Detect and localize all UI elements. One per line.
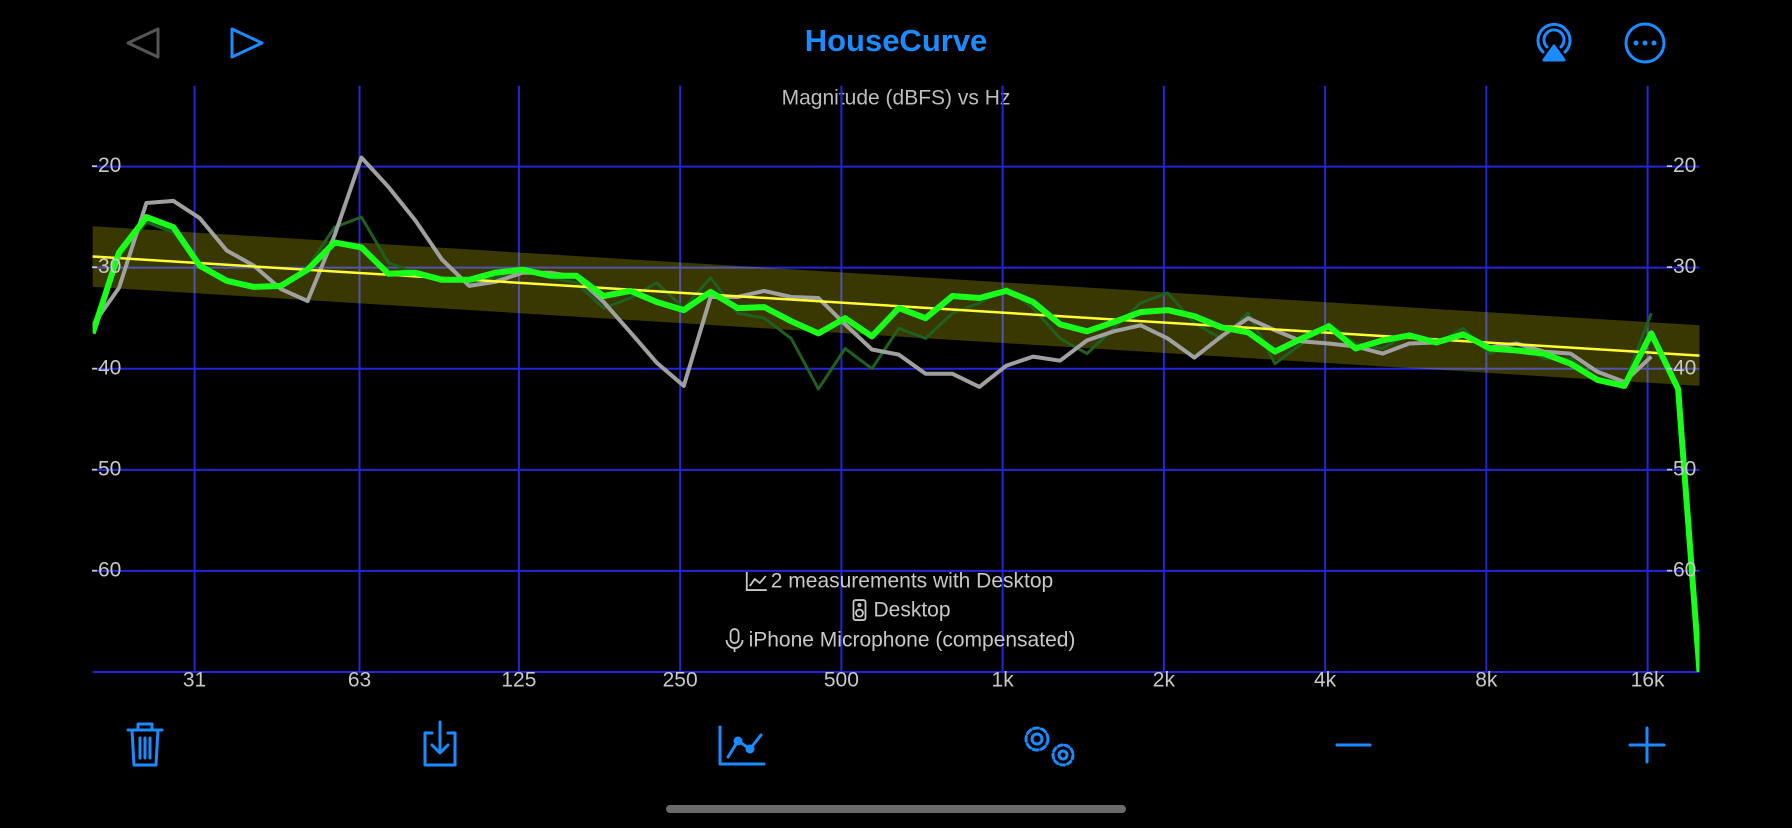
- y-tick-label: -40: [1666, 356, 1696, 379]
- info-speaker: Desktop: [873, 599, 950, 622]
- x-tick-label: 16k: [1631, 669, 1665, 692]
- x-tick-label: 125: [501, 669, 536, 692]
- y-tick-label: -50: [1666, 457, 1696, 480]
- x-tick-label: 63: [348, 669, 371, 692]
- info-measurements: 2 measurements with Desktop: [771, 570, 1053, 593]
- app-title: HouseCurve: [805, 23, 988, 58]
- airplay-button[interactable]: [1536, 22, 1572, 62]
- speaker-icon: [852, 599, 867, 621]
- chart-title: Magnitude (dBFS) vs Hz: [782, 87, 1011, 110]
- measurement-curve: [92, 155, 1653, 389]
- icon-part: [857, 602, 862, 608]
- y-tick-label: -20: [91, 154, 121, 177]
- y-tick-label: -30: [1666, 255, 1696, 278]
- back-button[interactable]: [126, 27, 160, 59]
- measurements-button[interactable]: [718, 725, 766, 766]
- measurement-curve: [92, 215, 1653, 391]
- microphone-icon: [725, 628, 744, 653]
- y-tick-label: -60: [91, 558, 121, 581]
- x-tick-label: 31: [183, 669, 206, 692]
- x-tick-label: 4k: [1314, 669, 1337, 692]
- chart-icon: [745, 572, 767, 591]
- delete-button[interactable]: [126, 722, 164, 767]
- plot: -20 -20 -30 -30 -40 -40 -50 -50 -60 -60 31 63 125 250…: [91, 85, 1700, 692]
- zoom-in-button[interactable]: [1628, 726, 1666, 764]
- x-tick-label: 1k: [992, 669, 1015, 692]
- y-tick-label: -40: [91, 356, 121, 379]
- y-tick-label: -50: [91, 457, 121, 480]
- info-microphone: iPhone Microphone (compensated): [749, 629, 1076, 652]
- x-tick-label: 250: [663, 669, 698, 692]
- settings-button[interactable]: [1024, 726, 1075, 767]
- home-indicator: [666, 805, 1126, 813]
- y-tick-label: -30: [91, 255, 121, 278]
- icon-part: [855, 608, 864, 618]
- export-button[interactable]: [423, 720, 457, 767]
- more-button[interactable]: [1624, 22, 1666, 64]
- icon-part: [729, 628, 740, 644]
- y-tick-label: -20: [1666, 154, 1696, 177]
- icon-part: [725, 639, 744, 653]
- icon-part: [745, 572, 767, 591]
- x-tick-label: 2k: [1153, 669, 1176, 692]
- x-tick-label: 500: [824, 669, 859, 692]
- y-tick-label: -60: [1666, 558, 1696, 581]
- x-tick-label: 8k: [1475, 669, 1498, 692]
- measurement-curve: [92, 214, 1700, 672]
- icon-part: [852, 599, 867, 621]
- play-button[interactable]: [230, 27, 264, 59]
